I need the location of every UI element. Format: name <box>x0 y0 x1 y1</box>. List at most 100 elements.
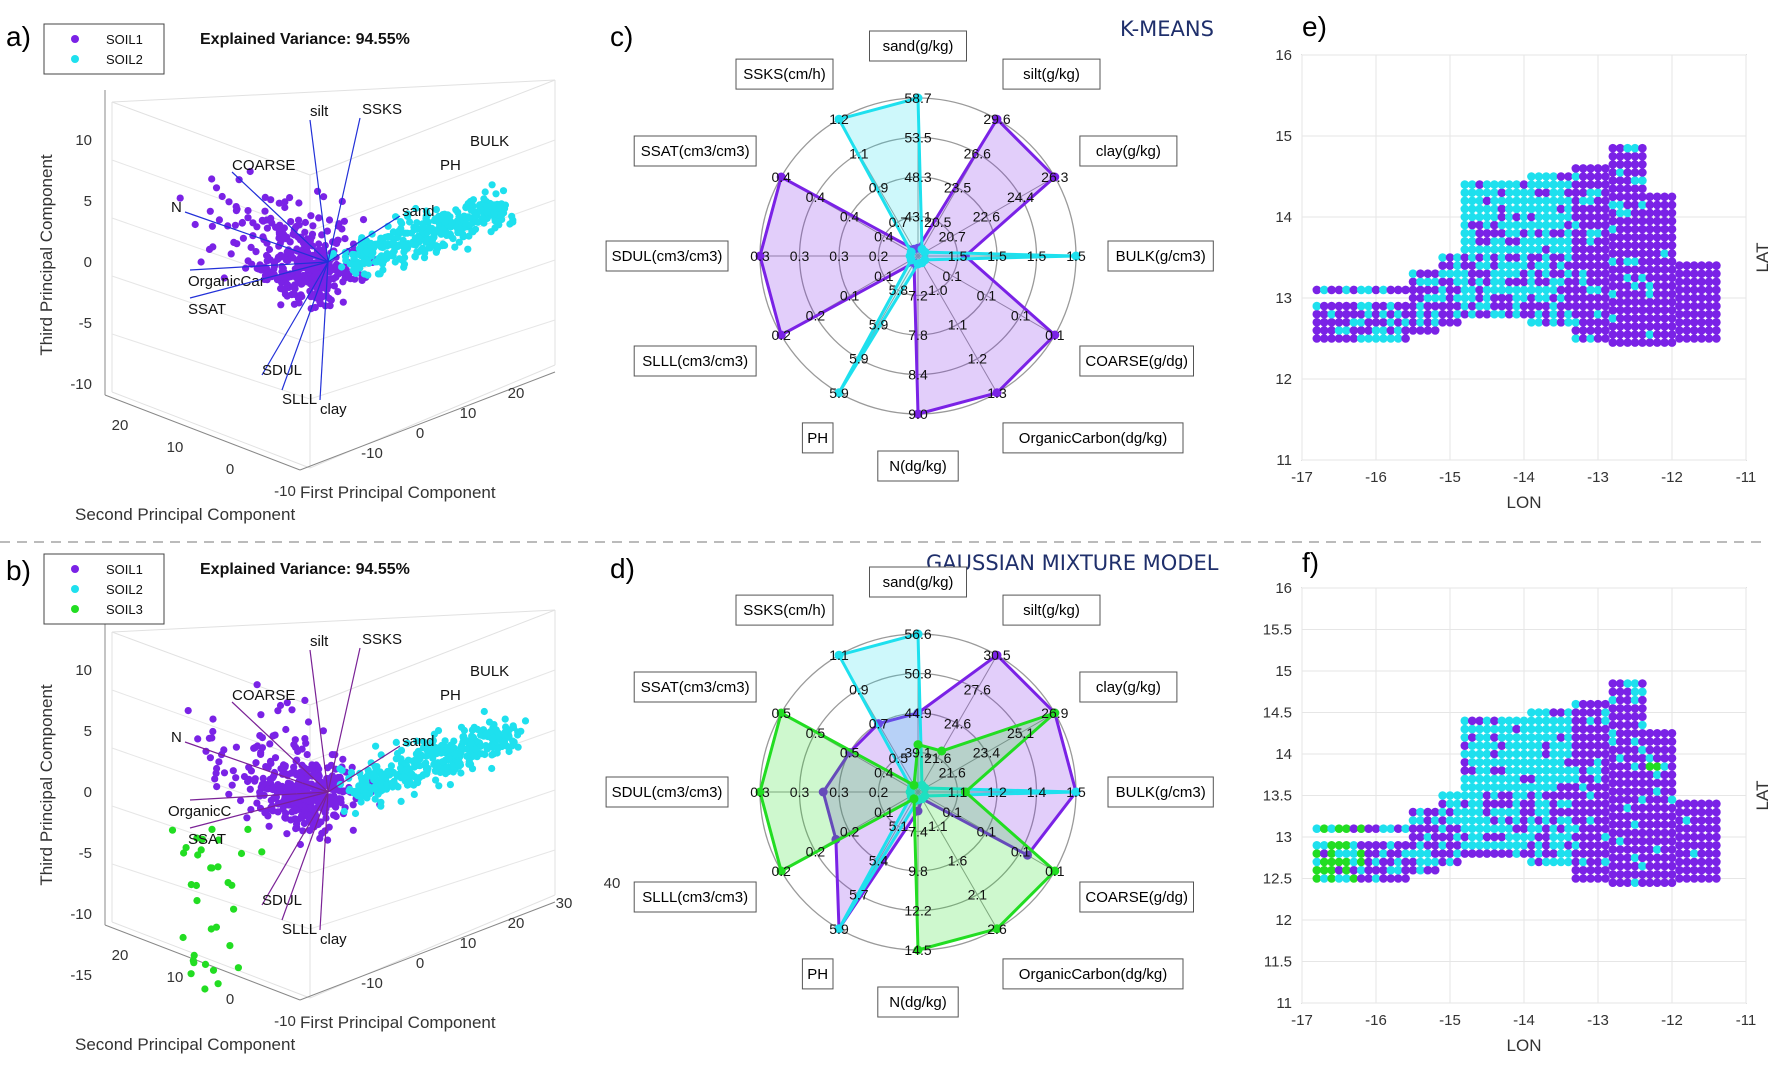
map-point <box>1512 724 1521 734</box>
map-point <box>1401 334 1410 343</box>
map-point <box>1438 309 1447 319</box>
scatter-point <box>421 249 429 257</box>
loading-vector <box>261 791 329 906</box>
map-point <box>1571 832 1581 842</box>
map-point <box>1623 861 1632 871</box>
map-point <box>1556 766 1566 775</box>
map-point <box>1460 261 1470 270</box>
map-point <box>1556 269 1566 279</box>
radar-point <box>1050 330 1060 340</box>
map-point <box>1601 204 1610 214</box>
scatter-point <box>225 198 233 206</box>
map-point <box>1549 293 1558 303</box>
scatter-point <box>430 730 438 738</box>
scatter-point <box>395 227 403 235</box>
scatter-point <box>476 205 484 213</box>
scatter-point <box>295 199 303 207</box>
map-point <box>1667 737 1677 746</box>
map-point <box>1541 766 1551 775</box>
scatter-point <box>301 228 309 236</box>
map-point <box>1408 293 1418 303</box>
map-point <box>1512 749 1521 759</box>
map-point <box>1527 799 1536 809</box>
radar-ring-label: 0.1 <box>942 804 962 820</box>
map-point <box>1504 269 1514 279</box>
scatter-point <box>310 273 318 281</box>
loading-label: OrganicC <box>168 803 232 820</box>
map-point <box>1556 799 1566 809</box>
loading-label: OrganicCar <box>188 273 265 290</box>
scatter-point <box>338 263 346 271</box>
map-point <box>1482 277 1492 287</box>
map-point <box>1312 318 1322 327</box>
loading-label: SDUL <box>262 362 302 379</box>
map-point <box>1549 849 1558 858</box>
x-tick-label: -17 <box>1291 469 1313 486</box>
map-point <box>1571 708 1581 717</box>
map-point <box>1467 749 1477 759</box>
radar-ring-label: 0.4 <box>874 228 894 244</box>
map-point <box>1652 241 1662 250</box>
map-point <box>1467 180 1477 189</box>
map-point <box>1527 301 1536 311</box>
map-point <box>1549 774 1558 784</box>
map-point <box>1319 857 1329 867</box>
scatter-point <box>290 231 298 239</box>
scatter-point <box>380 257 388 265</box>
map-point <box>1630 305 1640 315</box>
map-point <box>1467 741 1477 750</box>
map-point <box>1593 708 1603 717</box>
map-point <box>1645 861 1655 871</box>
radar-ring-label: 1.6 <box>948 852 968 868</box>
map-point <box>1319 326 1329 335</box>
scatter-point <box>496 202 504 210</box>
map-point <box>1571 807 1581 817</box>
radar-ring-label: 26.6 <box>964 145 991 161</box>
map-point <box>1453 269 1462 279</box>
scatter-point <box>379 785 387 794</box>
map-point <box>1408 841 1418 850</box>
loading-label: COARSE <box>232 157 295 174</box>
scatter-point <box>367 759 375 767</box>
map-point <box>1519 188 1529 197</box>
map-point <box>1712 865 1721 875</box>
map-point <box>1630 338 1640 347</box>
scatter-point <box>274 707 282 715</box>
scatter-point <box>389 249 397 257</box>
scatter-point <box>266 740 274 748</box>
map-point <box>1460 269 1470 279</box>
map-point <box>1349 326 1359 335</box>
scatter-point <box>270 794 278 802</box>
map-point <box>1623 762 1632 771</box>
z-tick-label: -5 <box>79 845 92 862</box>
map-point <box>1356 318 1366 327</box>
map-point <box>1504 807 1514 817</box>
radar-variable-label: PH <box>807 430 828 447</box>
map-point <box>1623 720 1632 730</box>
map-point <box>1578 269 1588 279</box>
map-point <box>1475 309 1484 319</box>
map-point <box>1519 741 1529 750</box>
map-point <box>1578 782 1588 792</box>
map-point <box>1660 778 1669 788</box>
map-point <box>1630 795 1640 804</box>
map-point <box>1571 841 1581 850</box>
radar-variable-box <box>1107 240 1214 272</box>
map-point <box>1615 762 1625 771</box>
scatter-point <box>323 227 331 235</box>
scatter-point <box>460 232 468 240</box>
radar-variable-label: SDUL(cm3/cm3) <box>612 248 723 265</box>
map-point <box>1475 180 1484 189</box>
map-point <box>1586 791 1595 800</box>
map-point <box>1704 269 1714 279</box>
map-point <box>1497 749 1507 759</box>
x-tick-label: 40 <box>604 875 621 892</box>
map-point <box>1638 836 1647 846</box>
map-point <box>1645 224 1655 234</box>
radar-variable-box <box>605 776 729 808</box>
map-point <box>1356 865 1366 875</box>
scatter-point <box>451 243 459 251</box>
scatter-point <box>336 787 344 795</box>
scatter-point <box>483 208 491 216</box>
map-point <box>1416 277 1425 287</box>
